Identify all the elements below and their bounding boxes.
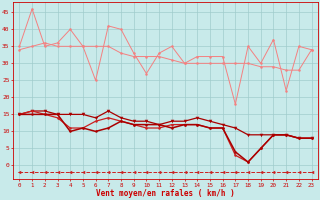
X-axis label: Vent moyen/en rafales ( km/h ): Vent moyen/en rafales ( km/h ) bbox=[96, 189, 235, 198]
